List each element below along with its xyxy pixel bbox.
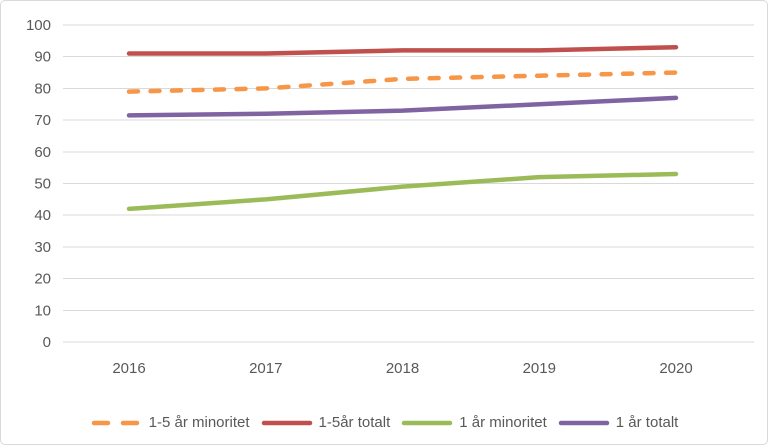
y-axis-tick-label: 70 bbox=[34, 112, 51, 129]
x-axis-tick-label: 2016 bbox=[112, 360, 145, 377]
y-axis-tick-label: 60 bbox=[34, 144, 51, 161]
series-line-3 bbox=[126, 95, 679, 118]
y-axis-tick-label: 100 bbox=[26, 17, 51, 34]
legend-swatch-dashed-line bbox=[91, 420, 142, 425]
legend-label: 1 år totalt bbox=[615, 414, 679, 431]
series-line-0 bbox=[126, 70, 679, 94]
y-axis-tick-label: 90 bbox=[34, 49, 51, 66]
y-axis-tick-label: 30 bbox=[34, 239, 51, 256]
y-axis-tick-label: 50 bbox=[34, 176, 51, 193]
y-axis-tick-label: 80 bbox=[34, 80, 51, 97]
y-axis-tick-label: 20 bbox=[34, 271, 51, 288]
legend-item: 1 år minoritet bbox=[400, 414, 547, 431]
series-line-2 bbox=[126, 171, 679, 212]
chart-legend: 1-5 år minoritet 1-5år totalt 1 år minorit… bbox=[1, 414, 767, 431]
y-axis-tick-label: 0 bbox=[43, 334, 51, 351]
legend-item: 1-5år totalt bbox=[260, 414, 391, 431]
legend-item: 1-5 år minoritet bbox=[90, 414, 250, 431]
legend-swatch-solid-line bbox=[402, 420, 453, 425]
legend-swatch-solid-line bbox=[558, 420, 610, 425]
y-axis-tick-label: 10 bbox=[34, 302, 51, 319]
y-axis-tick-label: 40 bbox=[34, 207, 51, 224]
x-axis-tick-label: 2019 bbox=[523, 360, 556, 377]
legend-label: 1-5år totalt bbox=[318, 414, 391, 431]
legend-swatch-solid-line bbox=[261, 420, 312, 425]
x-axis-tick-label: 2017 bbox=[249, 360, 282, 377]
legend-label: 1 år minoritet bbox=[459, 414, 547, 431]
legend-item: 1 år totalt bbox=[557, 414, 679, 431]
legend-label: 1-5 år minoritet bbox=[148, 414, 250, 431]
x-axis-tick-label: 2020 bbox=[659, 360, 692, 377]
series-line-1 bbox=[126, 44, 679, 56]
x-axis-tick-label: 2018 bbox=[386, 360, 419, 377]
